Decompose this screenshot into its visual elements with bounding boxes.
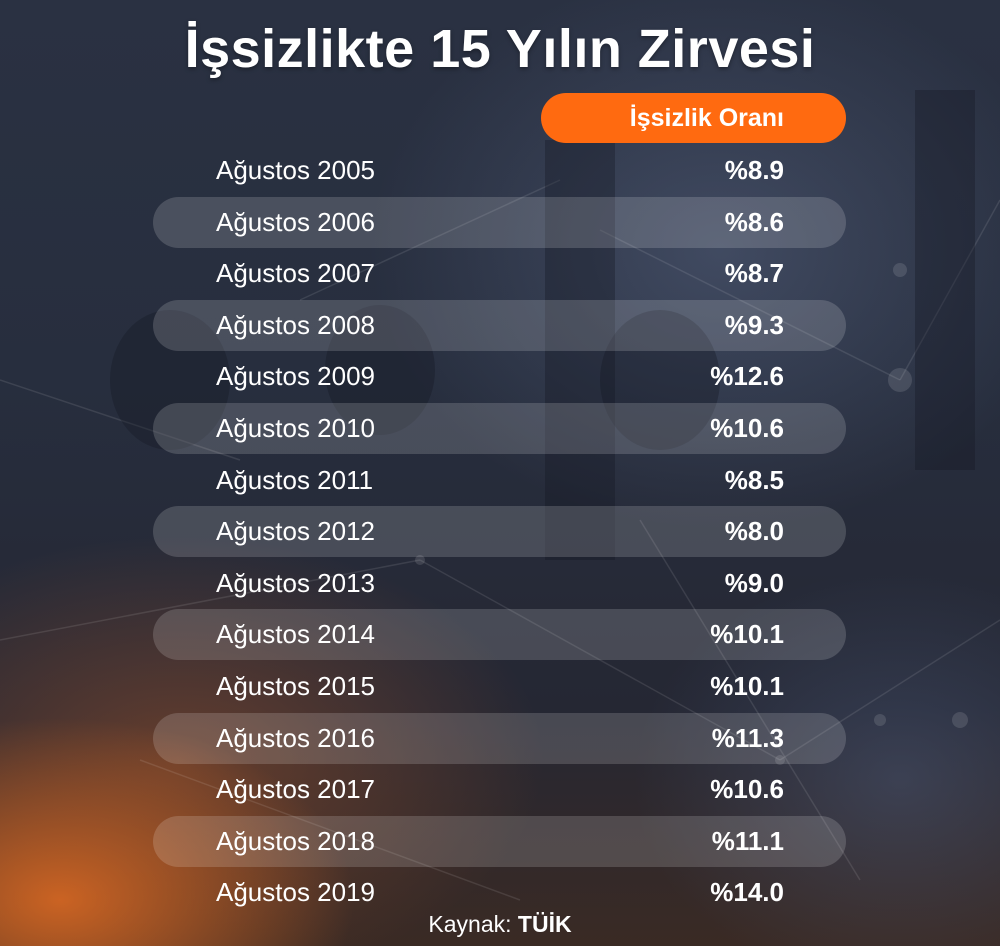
source-prefix: Kaynak: [428,911,512,937]
row-label: Ağustos 2008 [216,309,376,340]
row-label: Ağustos 2013 [216,567,376,598]
column-header-pill: İşsizlik Oranı [541,93,846,143]
row-value: %9.3 [724,309,784,340]
row-value: %10.6 [710,774,784,805]
row-value: %8.9 [724,155,784,185]
row-label: Ağustos 2019 [216,877,376,908]
row-value: %8.7 [724,258,784,289]
table-row: Ağustos 2017 %10.6 [153,764,846,815]
row-label: Ağustos 2017 [216,774,376,805]
table-row: Ağustos 2012 %8.0 [153,506,846,558]
table-row: Ağustos 2018 %11.1 [153,815,846,867]
row-label: Ağustos 2007 [216,258,376,289]
table-row: Ağustos 2013 %9.0 [153,558,846,609]
row-label: Ağustos 2014 [216,619,376,650]
row-label: Ağustos 2016 [216,722,376,753]
row-value: %8.0 [724,516,784,547]
source-note: Kaynak: TÜİK [0,911,1000,938]
row-value: %11.1 [711,825,784,856]
row-value: %11.3 [711,722,784,753]
row-label: Ağustos 2010 [216,413,376,443]
table-row: Ağustos 2015 %10.1 [153,661,846,712]
row-value: %8.6 [724,206,784,237]
row-value: %14.0 [710,877,784,908]
row-label: Ağustos 2009 [216,361,376,392]
row-label: Ağustos 2006 [216,206,376,237]
table-row: Ağustos 2009 %12.6 [153,351,846,402]
row-value: %9.0 [724,567,784,598]
table-row: Ağustos 2010 %10.6 [153,403,846,454]
row-label: Ağustos 2018 [216,825,376,856]
table-row: Ağustos 2006 %8.6 [153,196,846,248]
row-label: Ağustos 2015 [216,671,376,701]
table-row: Ağustos 2014 %10.1 [153,609,846,661]
row-value: %10.6 [710,413,784,443]
table-row: Ağustos 2008 %9.3 [153,299,846,351]
row-label: Ağustos 2005 [216,155,376,185]
row-value: %12.6 [710,361,784,392]
row-value: %8.5 [724,464,784,495]
row-label: Ağustos 2011 [216,464,374,495]
table-row: Ağustos 2007 %8.7 [153,248,846,299]
table-row: Ağustos 2005 %8.9 [153,145,846,196]
column-header-label: İşsizlik Oranı [629,103,784,132]
row-value: %10.1 [710,619,784,650]
table-row: Ağustos 2016 %11.3 [153,712,846,764]
row-value: %10.1 [710,671,784,701]
table-row: Ağustos 2019 %14.0 [153,867,846,918]
source-name: TÜİK [517,911,572,937]
table-row: Ağustos 2011 %8.5 [153,455,846,506]
page-title: İşsizlikte 15 Yılın Zirvesi [184,19,816,79]
row-label: Ağustos 2012 [216,516,376,547]
